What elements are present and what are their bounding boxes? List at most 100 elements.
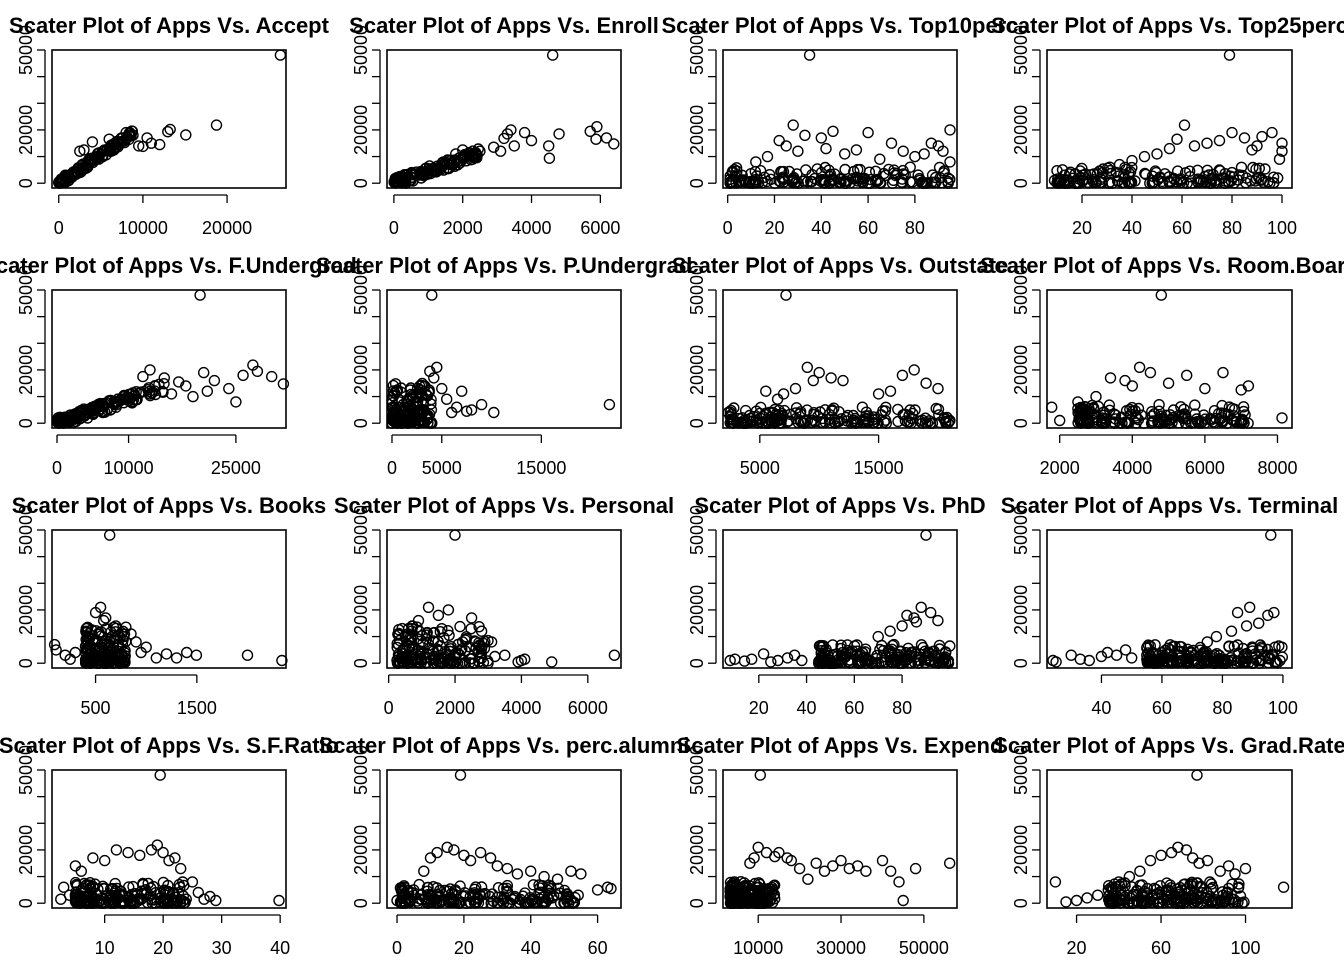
data-point — [419, 380, 431, 392]
data-point — [393, 634, 406, 647]
data-point — [1222, 860, 1235, 872]
data-point — [1240, 620, 1253, 632]
data-point — [1139, 167, 1151, 180]
y-tick-label: 0 — [351, 898, 371, 908]
data-point — [1144, 366, 1157, 379]
data-point — [944, 156, 956, 168]
data-point — [1171, 133, 1183, 145]
data-point — [787, 119, 799, 131]
x-tick-label: 40 — [521, 938, 541, 958]
data-point — [1185, 177, 1198, 189]
data-point — [738, 655, 751, 667]
x-tick-label: 5000 — [740, 458, 780, 478]
data-point — [108, 632, 121, 645]
data-point — [230, 396, 242, 408]
data-point — [1213, 649, 1226, 662]
y-tick-label: 50000 — [1011, 265, 1031, 315]
data-point — [442, 162, 454, 175]
data-point — [441, 393, 453, 405]
data-point — [114, 631, 126, 643]
x-tick-label: 1500 — [177, 698, 217, 718]
plot-frame — [51, 529, 287, 669]
data-point — [1165, 846, 1178, 859]
data-point — [1210, 630, 1223, 643]
data-point — [1112, 170, 1125, 182]
data-point — [389, 378, 402, 390]
data-point — [1164, 643, 1176, 656]
data-point — [208, 374, 221, 387]
data-point — [402, 884, 415, 897]
data-point — [1178, 119, 1191, 131]
data-point — [793, 862, 806, 875]
data-point — [1262, 175, 1274, 188]
data-point — [118, 135, 130, 147]
data-point — [920, 377, 932, 389]
data-point — [1070, 894, 1083, 907]
x-tick-label: 2000 — [435, 698, 475, 718]
data-point — [534, 882, 546, 894]
data-point — [277, 378, 290, 390]
data-point — [456, 385, 468, 397]
data-point — [546, 656, 558, 668]
panel-title: Scater Plot of Apps Vs. Personal — [334, 493, 674, 518]
panel-title: Scater Plot of Apps Vs. Top10perc — [662, 13, 1019, 38]
data-point — [1133, 361, 1146, 373]
data-point — [93, 628, 105, 640]
x-tick-label: 0 — [384, 698, 394, 718]
x-tick-label: 25000 — [211, 458, 261, 478]
plot-frame — [722, 289, 958, 429]
data-point — [575, 868, 587, 880]
data-point — [82, 655, 95, 667]
data-point — [839, 148, 851, 160]
data-point — [164, 123, 176, 136]
y-tick-label: 20000 — [1011, 825, 1031, 875]
data-point — [807, 374, 819, 387]
data-point — [922, 647, 935, 660]
scatter-panel-3: Scater Plot of Apps Vs. Top10perc 0 20 40 60… — [662, 13, 1019, 238]
data-point — [434, 656, 446, 668]
data-point — [726, 416, 738, 429]
data-point — [417, 396, 429, 409]
data-point — [1267, 176, 1280, 189]
x-tick-label: 60 — [1152, 698, 1172, 718]
data-point — [1105, 882, 1117, 894]
y-tick-label: 0 — [351, 418, 371, 428]
data-point — [1268, 606, 1280, 619]
data-point — [608, 138, 620, 150]
data-point — [158, 378, 170, 390]
y-tick-label: 50000 — [16, 745, 36, 795]
data-point — [769, 177, 781, 189]
data-point — [1199, 417, 1211, 429]
data-point — [1075, 413, 1088, 425]
x-tick-label: 60 — [1151, 938, 1171, 958]
y-tick-label: 50000 — [351, 505, 371, 555]
data-point — [428, 372, 440, 384]
data-point — [884, 625, 896, 637]
data-point — [413, 414, 426, 427]
data-point — [512, 656, 524, 668]
data-point — [456, 636, 469, 648]
data-point — [127, 880, 139, 893]
data-point — [420, 633, 433, 645]
data-point — [405, 637, 418, 649]
data-point — [441, 841, 453, 853]
data-point — [443, 629, 455, 641]
data-point — [791, 175, 803, 188]
data-point — [773, 846, 785, 859]
data-point — [1155, 849, 1167, 861]
data-point — [1205, 896, 1218, 909]
data-point — [728, 163, 741, 176]
data-point — [1178, 411, 1191, 423]
data-point — [1205, 883, 1217, 895]
data-point — [141, 896, 154, 909]
data-point — [730, 162, 743, 174]
data-point — [1238, 896, 1250, 908]
data-point — [422, 167, 434, 179]
y-tick-label: 20000 — [351, 825, 371, 875]
data-point — [813, 366, 825, 379]
x-tick-label: 100 — [1268, 698, 1298, 718]
data-point — [1201, 636, 1214, 648]
data-point — [1090, 177, 1102, 189]
data-point — [534, 886, 547, 898]
data-point — [893, 651, 906, 663]
